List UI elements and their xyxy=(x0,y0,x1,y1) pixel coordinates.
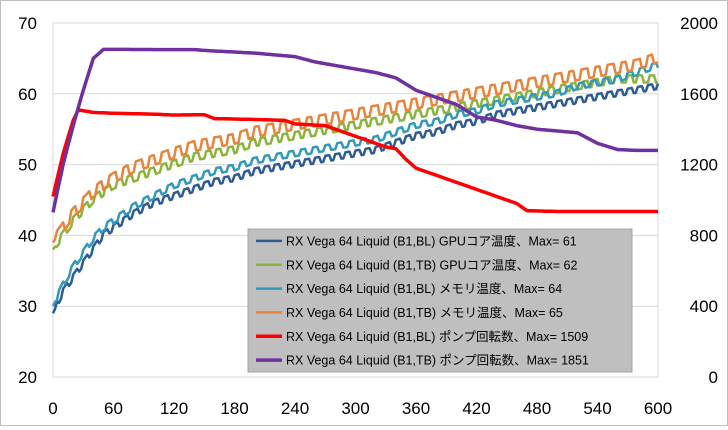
legend-label-0: RX Vega 64 Liquid (B1,BL) GPUコア温度、Max= 6… xyxy=(286,233,577,248)
x-axis: 0 60 120 180 240 300 360 420 480 540 600 xyxy=(48,399,672,418)
y-tick-label: 40 xyxy=(18,226,37,245)
legend-label-1: RX Vega 64 Liquid (B1,TB) GPUコア温度、Max= 6… xyxy=(286,257,577,272)
x-tick-label: 180 xyxy=(220,399,248,418)
series-line-2 xyxy=(51,61,660,307)
x-tick-label: 600 xyxy=(644,399,672,418)
y-tick-label: 60 xyxy=(18,85,37,104)
x-tick-label: 60 xyxy=(104,399,123,418)
x-tick-label: 240 xyxy=(281,399,309,418)
x-tick-label: 360 xyxy=(402,399,430,418)
series-line-3 xyxy=(51,53,659,244)
y2-tick-label: 0 xyxy=(709,368,718,387)
x-tick-label: 420 xyxy=(462,399,490,418)
x-tick-label: 540 xyxy=(583,399,611,418)
y-tick-label: 30 xyxy=(18,297,37,316)
legend-label-2: RX Vega 64 Liquid (B1,BL) メモリ温度、Max= 64 xyxy=(286,281,562,296)
y-tick-label: 20 xyxy=(18,368,37,387)
x-tick-label: 480 xyxy=(523,399,551,418)
y-axis-left: 20 30 40 50 60 70 xyxy=(18,14,37,387)
legend-box xyxy=(247,228,633,373)
y-tick-label: 50 xyxy=(18,156,37,175)
legend-label-4: RX Vega 64 Liquid (B1,BL) ポンプ回転数、Max= 15… xyxy=(286,329,588,344)
y2-tick-label: 1200 xyxy=(680,156,718,175)
series-line-1 xyxy=(51,74,658,251)
y2-tick-label: 400 xyxy=(690,297,718,316)
x-tick-label: 0 xyxy=(48,399,57,418)
y-tick-label: 70 xyxy=(18,14,37,33)
y2-tick-label: 1600 xyxy=(680,85,718,104)
legend-label-3: RX Vega 64 Liquid (B1,TB) メモリ温度、Max= 65 xyxy=(286,305,563,320)
series-line-4 xyxy=(51,108,658,214)
legend-label-5: RX Vega 64 Liquid (B1,TB) ポンプ回転数、Max= 18… xyxy=(286,353,589,368)
y2-tick-label: 800 xyxy=(690,226,718,245)
x-tick-label: 120 xyxy=(160,399,188,418)
series-line-5 xyxy=(51,47,658,213)
series-lines xyxy=(51,47,660,314)
legend: RX Vega 64 Liquid (B1,BL) GPUコア温度、Max= 6… xyxy=(247,228,633,373)
y-axis-right: 0 400 800 1200 1600 2000 xyxy=(680,14,718,387)
y2-tick-label: 2000 xyxy=(680,14,718,33)
x-tick-label: 300 xyxy=(341,399,369,418)
